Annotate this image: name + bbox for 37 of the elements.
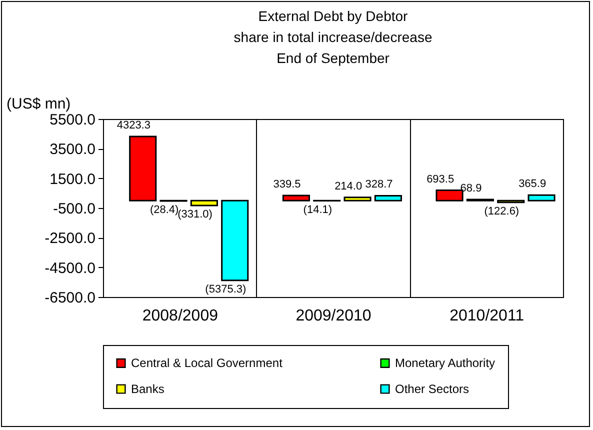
data-label: 214.0	[334, 180, 362, 192]
legend-label: Central & Local Government	[131, 356, 284, 370]
bar	[374, 194, 402, 202]
y-tick-label: -500.0	[52, 200, 96, 218]
y-tick-label: 5500.0	[50, 112, 96, 128]
x-tick-label: 2008/2009	[142, 308, 218, 324]
legend-label: Monetary Authority	[395, 356, 496, 370]
bar	[129, 136, 157, 202]
text: share in total increase/decrease	[234, 29, 432, 45]
data-label: 339.5	[273, 178, 301, 191]
legend-label: Other Sectors	[395, 382, 470, 396]
y-tick-label: -4500.0	[44, 260, 96, 277]
data-label: 4323.3	[116, 119, 150, 132]
y-tick-label: -6500.0	[44, 290, 96, 306]
data-label: (122.6)	[484, 205, 520, 218]
data-label: (331.0)	[178, 208, 212, 220]
data-label: 68.9	[460, 182, 482, 195]
bar	[528, 194, 556, 202]
y-tick-label: 3500.0	[50, 141, 96, 158]
text: External Debt by Debtor	[258, 8, 408, 24]
legend-label: Banks	[131, 382, 164, 396]
y-tick-label: 1500.0	[50, 170, 96, 188]
bar	[221, 200, 249, 282]
data-label: 328.7	[365, 178, 393, 191]
bar	[344, 196, 372, 202]
data-label: (5375.3)	[205, 283, 246, 296]
bar	[190, 200, 218, 206]
y-tick-label: -2500.0	[44, 230, 96, 248]
x-tick-label: 2010/2011	[450, 308, 524, 324]
text: End of September	[276, 50, 390, 66]
x-tick-label: 2009/2010	[296, 308, 372, 324]
data-label: (14.1)	[303, 204, 332, 216]
bar	[282, 194, 310, 202]
data-label: 365.9	[518, 178, 546, 190]
data-label: 693.5	[426, 173, 454, 186]
data-label: (28.4)	[150, 204, 179, 216]
y-axis-title: (US$ mn)	[6, 96, 71, 112]
